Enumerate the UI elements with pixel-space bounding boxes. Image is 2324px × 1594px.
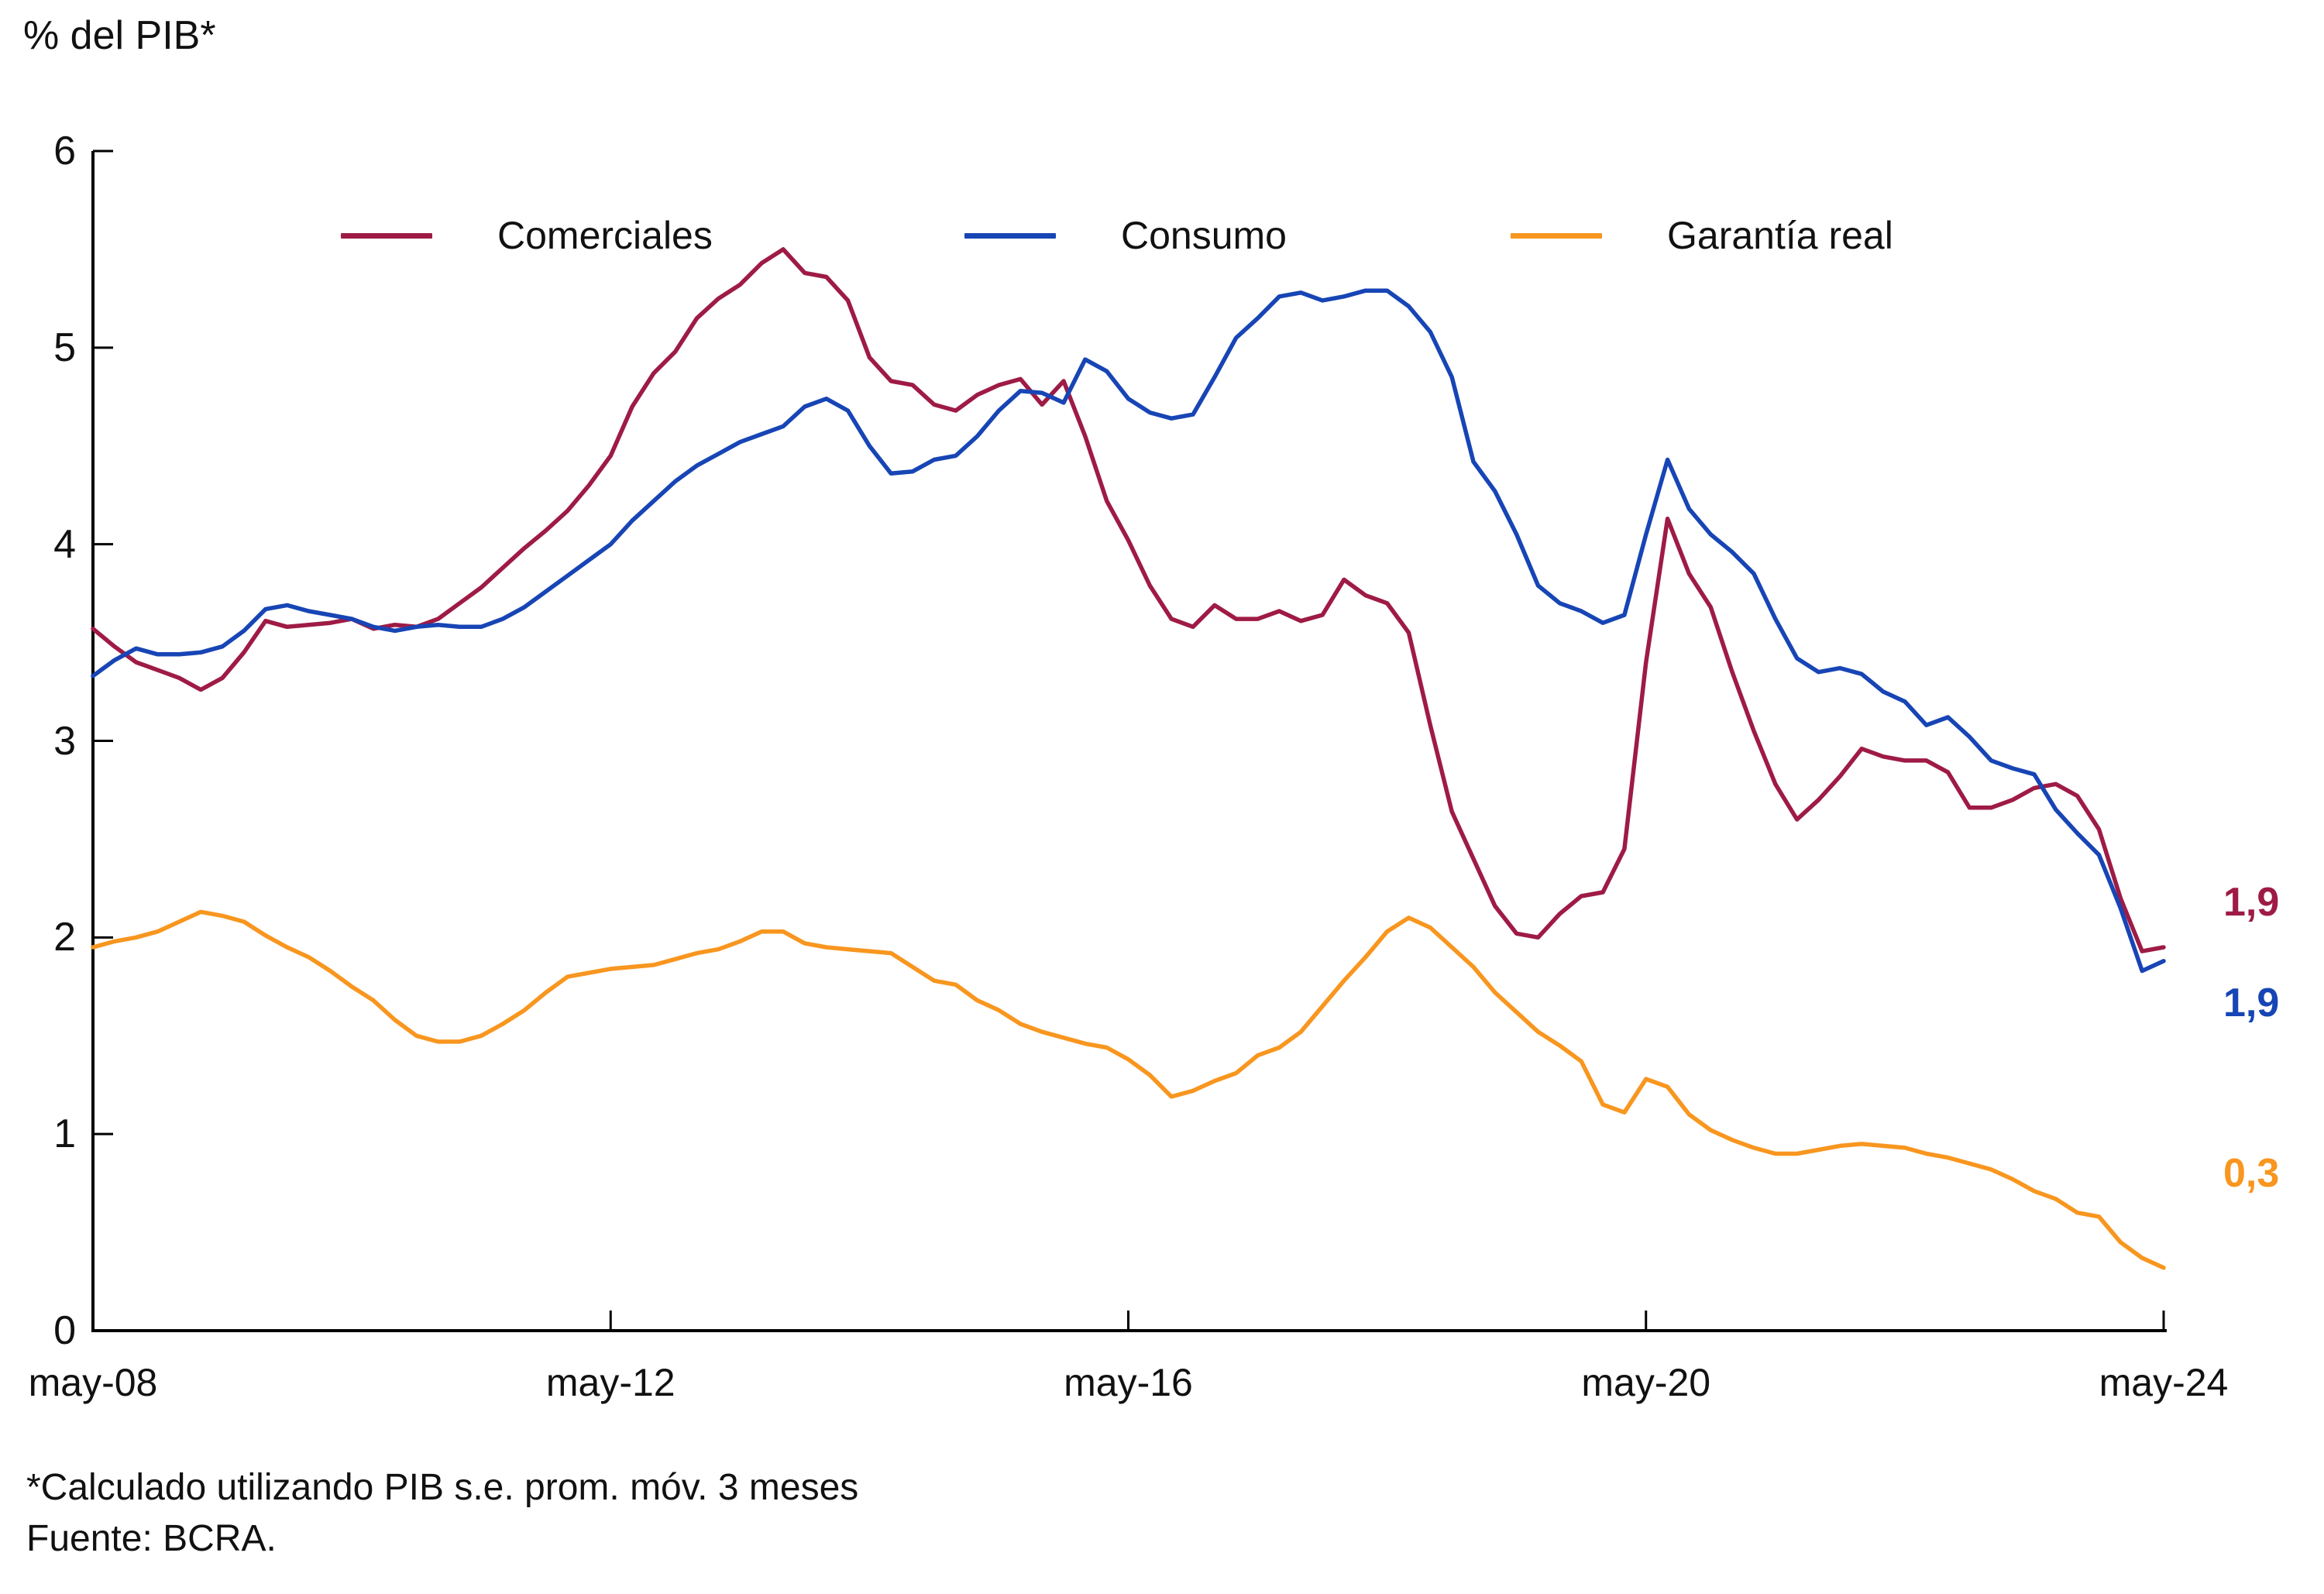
footnotes: *Calculado utilizando PIB s.e. prom. móv… <box>26 1462 858 1565</box>
x-tick-label-may-08: may-08 <box>28 1361 158 1404</box>
x-tick-label-may-12: may-12 <box>545 1361 676 1404</box>
end-label-garantía-real: 0,3 <box>2223 1150 2280 1196</box>
series-line-consumo <box>91 288 2166 974</box>
footnote-calculation: *Calculado utilizando PIB s.e. prom. móv… <box>26 1467 859 1508</box>
y-tick-label-3: 3 <box>53 718 76 764</box>
footnote-source: Fuente: BCRA. <box>26 1518 277 1559</box>
y-tick-label-5: 5 <box>53 325 76 370</box>
end-label-consumo: 1,9 <box>2223 980 2280 1025</box>
y-tick-label-6: 6 <box>53 129 76 173</box>
chart-title: % del PIB* <box>23 13 216 58</box>
y-tick-label-1: 1 <box>53 1111 76 1157</box>
series-line-garantía-real <box>91 909 2166 1270</box>
x-tick-label-may-20: may-20 <box>1581 1361 1711 1404</box>
x-tick-label-may-24: may-24 <box>2099 1361 2229 1404</box>
series-line-comerciales <box>91 247 2166 953</box>
end-label-comerciales: 1,9 <box>2223 880 2280 926</box>
y-tick-label-0: 0 <box>53 1308 76 1353</box>
y-tick-label-2: 2 <box>53 915 76 960</box>
y-tick-label-4: 4 <box>53 521 76 567</box>
x-tick-label-may-16: may-16 <box>1064 1361 1193 1404</box>
